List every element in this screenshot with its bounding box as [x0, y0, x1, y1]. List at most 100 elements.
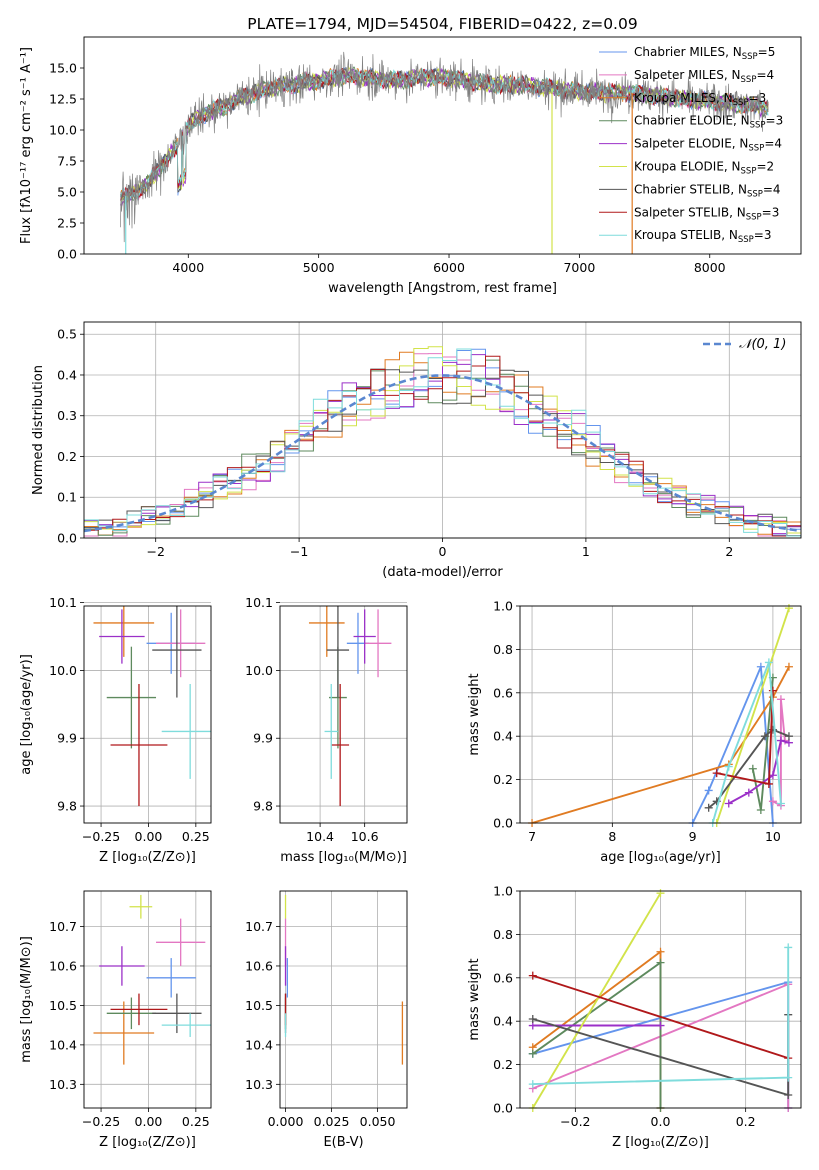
- weight-marker: [724, 799, 733, 808]
- weight-line: [772, 699, 786, 808]
- y-tick-label: 10.1: [49, 595, 77, 610]
- plot-frame: [83, 890, 212, 1109]
- chart-title: PLATE=1794, MJD=54504, FIBERID=0422, z=0…: [247, 15, 637, 33]
- model-spectrum-line: [120, 67, 769, 201]
- y-axis-label: Normed distribution: [31, 365, 46, 495]
- x-tick-label: 2: [725, 544, 733, 559]
- y-tick-label: 0.8: [493, 642, 513, 657]
- y-tick-label: 10.3: [49, 1077, 77, 1092]
- weight-marker: [724, 762, 733, 771]
- weight-marker: [744, 788, 753, 797]
- weight-marker: [656, 958, 665, 967]
- legend-subscript: SSP: [733, 98, 749, 108]
- y-tick-label: 10.0: [245, 663, 273, 678]
- x-tick-label: 8000: [694, 260, 726, 275]
- legend-subscript: SSP: [747, 189, 763, 199]
- legend-count: =4: [764, 137, 782, 151]
- residual-histogram: [84, 355, 801, 537]
- legend-label: Salpeter ELODIE, N: [634, 137, 748, 151]
- weight-marker: [784, 732, 793, 741]
- x-axis-label: Z [log₁₀(Z/Z⊙)]: [99, 850, 196, 865]
- weight-marker: [768, 771, 777, 780]
- weight-marker: [528, 971, 537, 980]
- x-tick-label: 8: [608, 829, 616, 844]
- x-tick-label: 5000: [303, 260, 335, 275]
- weight_vs_age-axes: 7 8 9 10 0.0 0.2 0.4 0.6 0.8 1.0 age [log₁₀(age/yr…: [467, 599, 801, 865]
- weight-marker: [776, 695, 785, 704]
- weight-marker: [528, 1049, 537, 1058]
- weight-marker: [764, 658, 773, 667]
- weight-line: [711, 662, 782, 823]
- y-tick-label: 9.8: [253, 799, 273, 814]
- age_vs_mass-axes: 10.4 10.6 9.8 9.9 10.0 10.1 mass [log₁₀(M/M⊙)]: [245, 595, 407, 865]
- y-tick-label: 0.4: [493, 1014, 513, 1029]
- spectrum-axes: 4000 5000 6000 7000 8000 0.0 2.5 5.0 7.5 10.0 12.5…: [19, 15, 769, 296]
- x-axis-label: wavelength [Angstrom, rest frame]: [328, 281, 557, 296]
- y-tick-label: 0.6: [493, 685, 513, 700]
- y-axis-label: age [log₁₀(age/yr)]: [19, 654, 34, 775]
- y-tick-label: 0.2: [493, 772, 513, 787]
- legend-label: Kroupa MILES, N: [634, 91, 733, 105]
- y-tick-label: 7.5: [57, 154, 77, 169]
- legend-label: Chabrier STELIB, N: [634, 182, 747, 196]
- legend-count: =2: [756, 160, 774, 174]
- x-tick-label: −0.25: [82, 1114, 120, 1129]
- y-tick-label: 0.0: [493, 1101, 513, 1116]
- legend-subscript: SSP: [741, 75, 757, 85]
- legend-count: =3: [754, 228, 772, 242]
- y-tick-label: 0.2: [57, 449, 77, 464]
- plot-frame: [279, 890, 408, 1109]
- x-axis-label: (data-model)/error: [382, 565, 503, 580]
- y-tick-label: 10.3: [245, 1077, 273, 1092]
- legend-entry: Kroupa MILES, NSSP=3: [634, 91, 766, 108]
- legend-label: Salpeter MILES, N: [634, 68, 741, 82]
- y-axis-label: mass weight: [467, 958, 482, 1040]
- y-tick-label: 5.0: [57, 185, 77, 200]
- y-tick-label: 10.5: [245, 998, 273, 1013]
- legend-count: =4: [756, 68, 774, 82]
- x-tick-label: 0.00: [135, 829, 163, 844]
- x-tick-label: 0.00: [135, 1114, 163, 1129]
- x-tick-label: 0.025: [314, 1114, 350, 1129]
- legend-count: =3: [749, 91, 767, 105]
- y-tick-label: 0.4: [57, 367, 77, 382]
- model-spectrum-line: [120, 68, 769, 201]
- y-tick-label: 9.9: [253, 731, 273, 746]
- x-tick-label: 9: [689, 829, 697, 844]
- weight_vs_Z-axes: −0.2 0.0 0.2 0.0 0.2 0.4 0.6 0.8 1.0 Z [log₁₀(Z/Z…: [467, 884, 801, 1150]
- mass_vs_EBV-axes: 0.000 0.025 0.050 10.3 10.4 10.5 10.6 10.7 E(B-V…: [245, 891, 407, 1150]
- y-tick-label: 10.5: [49, 998, 77, 1013]
- y-tick-label: 0.6: [493, 970, 513, 985]
- weight-marker: [784, 604, 793, 613]
- residual-histogram: [84, 354, 801, 535]
- gaussian-curve: [84, 374, 801, 533]
- y-tick-label: 10.7: [245, 919, 273, 934]
- y-tick-label: 1.0: [493, 884, 513, 899]
- legend-entry: Chabrier ELODIE, NSSP=3: [634, 114, 783, 131]
- weight-marker: [528, 1015, 537, 1024]
- y-tick-label: 1.0: [493, 599, 513, 614]
- weight-marker: [756, 662, 765, 671]
- weight-marker: [764, 779, 773, 788]
- legend-count: =3: [762, 205, 780, 219]
- weight-marker: [528, 1080, 537, 1089]
- y-tick-label: 10.6: [49, 958, 77, 973]
- y-tick-label: 0.5: [57, 327, 77, 342]
- weight-marker: [776, 799, 785, 808]
- x-tick-label: −2: [146, 544, 164, 559]
- weight-marker: [784, 1073, 793, 1082]
- x-axis-label: E(B-V): [323, 1135, 363, 1150]
- y-tick-label: 0.0: [57, 531, 77, 546]
- weight-marker: [784, 1090, 793, 1099]
- legend-entry: Salpeter MILES, NSSP=4: [634, 68, 774, 85]
- weight-line: [532, 974, 789, 1060]
- x-tick-label: 1: [582, 544, 590, 559]
- plot-frame: [83, 321, 802, 539]
- weight-marker: [656, 947, 665, 956]
- y-tick-label: 15.0: [49, 61, 77, 76]
- weight-marker: [784, 943, 793, 952]
- legend-entry: Kroupa ELODIE, NSSP=2: [634, 160, 774, 177]
- y-tick-label: 2.5: [57, 216, 77, 231]
